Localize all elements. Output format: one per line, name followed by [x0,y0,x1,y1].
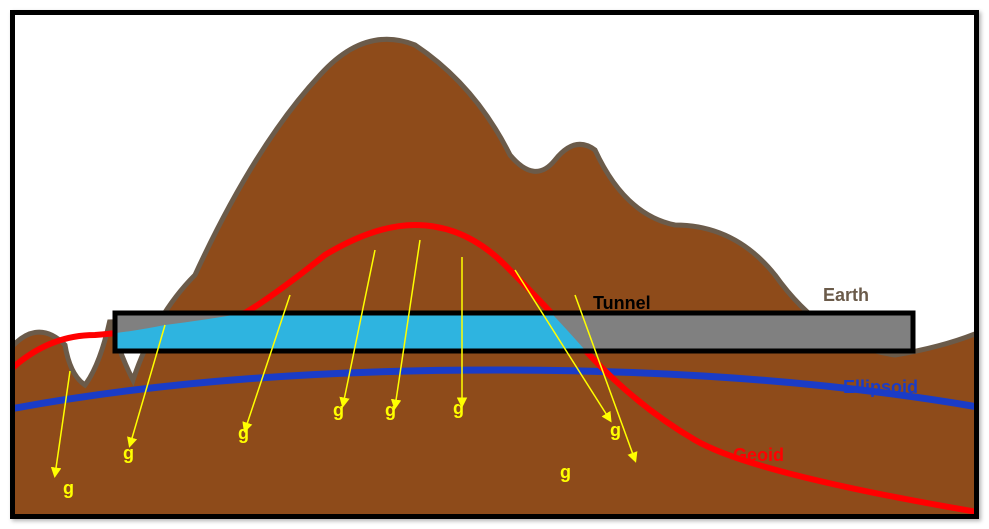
gravity-g-label: g [610,420,621,441]
gravity-g-label: g [385,400,396,421]
diagram-frame: Earth Tunnel Ellipsoid Geoid g g g g g g g g [10,10,979,519]
earth-terrain [15,39,974,514]
tunnel-label: Tunnel [593,293,651,314]
gravity-g-label: g [333,400,344,421]
gravity-g-label: g [453,398,464,419]
earth-label: Earth [823,285,869,306]
gravity-g-label: g [560,462,571,483]
geoid-label: Geoid [733,445,784,466]
diagram-svg [15,15,974,514]
gravity-g-label: g [238,423,249,444]
ellipsoid-label: Ellipsoid [843,377,918,398]
gravity-g-label: g [63,478,74,499]
gravity-g-label: g [123,443,134,464]
